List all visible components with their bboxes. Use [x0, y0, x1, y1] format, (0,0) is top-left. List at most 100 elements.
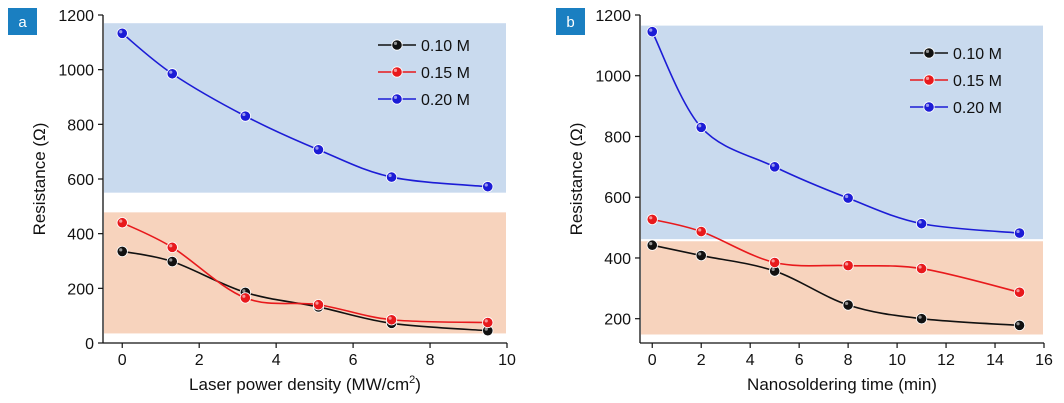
data-point	[116, 245, 128, 258]
data-point	[166, 68, 178, 80]
data-point-highlight	[698, 124, 702, 128]
data-point	[385, 171, 398, 183]
x-tick-label: 12	[937, 352, 955, 369]
legend-label: 0.20 M	[421, 92, 470, 109]
data-point	[695, 225, 707, 238]
data-point-highlight	[119, 248, 123, 252]
x-tick-label: 0	[648, 352, 657, 369]
legend-marker-highlight	[925, 76, 930, 80]
legend-marker-highlight	[925, 103, 930, 107]
data-point	[482, 316, 494, 329]
y-tick-label: 400	[67, 227, 94, 244]
data-point	[842, 259, 854, 272]
x-tick-label: 6	[795, 352, 804, 369]
data-point-highlight	[698, 252, 702, 256]
x-tick-label: 10	[888, 352, 906, 369]
data-point	[915, 218, 928, 230]
data-point-highlight	[649, 28, 653, 32]
data-point-highlight	[771, 259, 775, 263]
data-point-highlight	[918, 220, 922, 224]
data-point-highlight	[845, 262, 849, 266]
panel-label-box	[556, 8, 585, 35]
x-tick-label: 8	[844, 352, 853, 369]
data-point	[769, 161, 781, 173]
legend-label: 0.20 M	[953, 100, 1002, 117]
data-point-highlight	[169, 258, 173, 262]
data-point	[695, 249, 707, 262]
x-tick-label: 6	[349, 352, 358, 369]
y-axis-label: Resistance (Ω)	[30, 123, 49, 236]
legend-label: 0.15 M	[421, 65, 470, 82]
panel-label: a	[18, 14, 27, 31]
background-band-blue	[104, 23, 506, 193]
data-point	[1013, 227, 1026, 239]
y-tick-label: 0	[85, 336, 94, 353]
data-point-highlight	[242, 294, 246, 298]
y-tick-label: 200	[604, 312, 631, 329]
x-axis-label: Laser power density (MW/cm2)	[189, 374, 421, 394]
data-point-highlight	[119, 219, 123, 223]
data-point	[646, 213, 658, 225]
y-tick-label: 1200	[58, 8, 94, 25]
y-tick-label: 800	[67, 117, 94, 134]
y-tick-label: 1000	[58, 63, 94, 80]
y-tick-label: 800	[604, 129, 631, 146]
data-point-highlight	[649, 242, 653, 246]
data-point	[166, 255, 178, 268]
x-axis-label-main: Laser power density (MW/cm	[189, 375, 409, 394]
x-tick-label: 4	[272, 352, 281, 369]
x-tick-label: 10	[498, 352, 516, 369]
data-point	[842, 192, 854, 204]
data-point-highlight	[169, 70, 173, 74]
data-point	[1013, 319, 1026, 331]
data-point-highlight	[1016, 322, 1020, 326]
chart-panel-a: 0 200 400 600 800 1000 1200 0 2 4 6 8 10 Resistance (…	[8, 8, 516, 394]
data-point	[915, 262, 928, 275]
data-point-highlight	[315, 146, 319, 150]
legend-marker	[391, 93, 403, 105]
data-point-highlight	[484, 319, 488, 323]
y-tick-label: 600	[604, 190, 631, 207]
data-point	[842, 299, 854, 311]
data-point	[769, 256, 781, 269]
x-axis-label: Nanosoldering time (min)	[747, 375, 937, 394]
data-point-highlight	[388, 173, 392, 178]
series-line-020	[651, 31, 1020, 234]
data-point-highlight	[388, 316, 392, 320]
x-axis-label-main: Nanosoldering time (min)	[747, 375, 937, 394]
data-point-highlight	[484, 327, 488, 331]
y-tick-label: 400	[604, 251, 631, 268]
data-point	[695, 121, 707, 133]
x-tick-label: 4	[746, 352, 755, 369]
y-tick-label: 200	[67, 281, 94, 298]
data-point-highlight	[169, 244, 173, 248]
legend-marker	[923, 47, 935, 59]
data-point	[915, 313, 928, 325]
legend-marker-highlight	[393, 41, 398, 46]
data-point	[116, 27, 128, 39]
legend-marker	[391, 66, 403, 78]
legend-marker	[391, 39, 403, 51]
panel-label-box	[8, 8, 37, 35]
legend-marker	[923, 74, 935, 86]
x-tick-label: 0	[118, 352, 127, 369]
data-point	[482, 181, 494, 193]
data-point	[385, 314, 398, 326]
y-axis-label: Resistance (Ω)	[567, 123, 586, 236]
data-point	[166, 241, 178, 253]
y-tick-label: 1200	[595, 8, 631, 25]
data-point	[239, 110, 251, 122]
data-point-highlight	[771, 163, 775, 167]
y-tick-label: 1000	[595, 69, 631, 86]
legend-label: 0.10 M	[421, 38, 470, 55]
x-tick-label: 8	[426, 352, 435, 369]
data-point	[239, 292, 251, 304]
chart-panel-b: 200 400 600 800 1000 1200 0 2 4 6 8 10 12 14 16 Resista…	[556, 8, 1053, 394]
panel-label: b	[566, 14, 574, 31]
data-point	[312, 299, 325, 311]
background-band-orange	[104, 212, 506, 334]
data-point-highlight	[484, 183, 488, 187]
data-point	[646, 26, 658, 38]
x-axis-label-end: )	[415, 375, 421, 394]
